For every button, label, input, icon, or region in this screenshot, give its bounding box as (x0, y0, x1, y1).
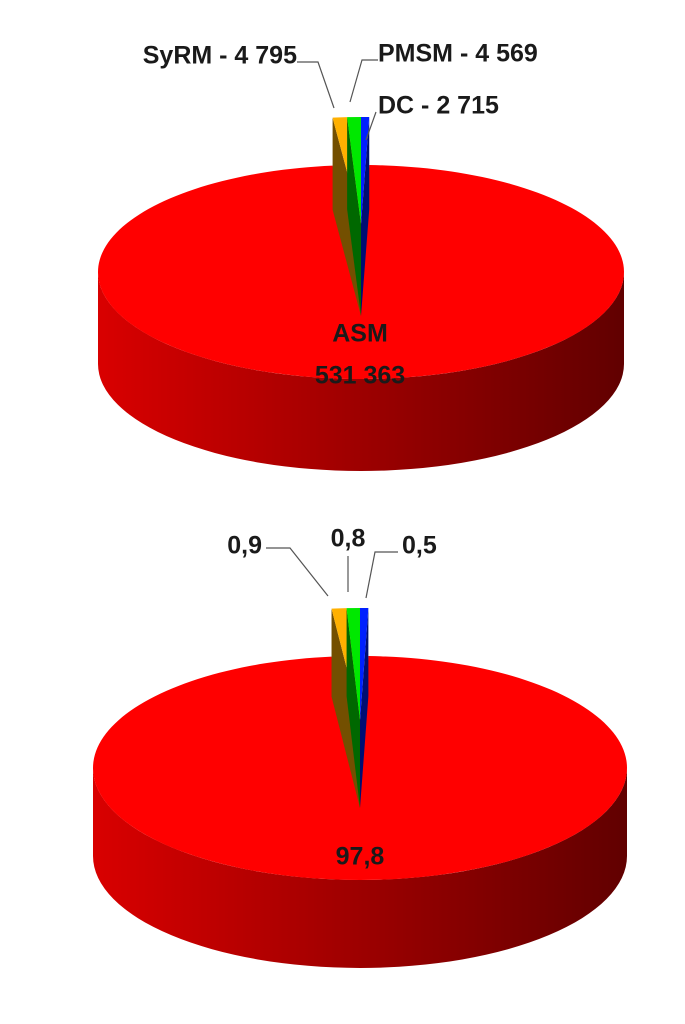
value-label: 0,9 (227, 532, 262, 560)
slice (360, 608, 369, 720)
slice-face (361, 117, 370, 317)
slice-group (346, 608, 360, 808)
leader-line (365, 111, 377, 141)
slice-face (346, 608, 360, 808)
value-label: 0,5 (402, 532, 437, 560)
slice-face (331, 608, 360, 808)
value-label: 97,8 (336, 843, 385, 871)
slice-side (93, 768, 627, 968)
slice (346, 608, 360, 720)
leader-line (349, 59, 378, 103)
slice-side (98, 272, 624, 471)
slice-face (332, 117, 361, 316)
leader-line (297, 61, 335, 109)
slice-label: ASM (332, 320, 388, 348)
slice (347, 117, 361, 224)
slice-face (347, 117, 361, 316)
slice (361, 117, 370, 224)
slice-label: PMSM - 4 569 (378, 40, 538, 68)
slice-label: SyRM - 4 795 (143, 42, 297, 70)
leader-line (266, 547, 329, 597)
slice-label: DC - 2 715 (378, 92, 499, 120)
slice-face (360, 608, 369, 808)
slice-group (347, 117, 361, 316)
value-label: 531 363 (315, 362, 405, 390)
leader-line (365, 551, 398, 599)
slice-group (360, 608, 369, 808)
value-label: 0,8 (331, 525, 366, 553)
slice-group (361, 117, 370, 317)
